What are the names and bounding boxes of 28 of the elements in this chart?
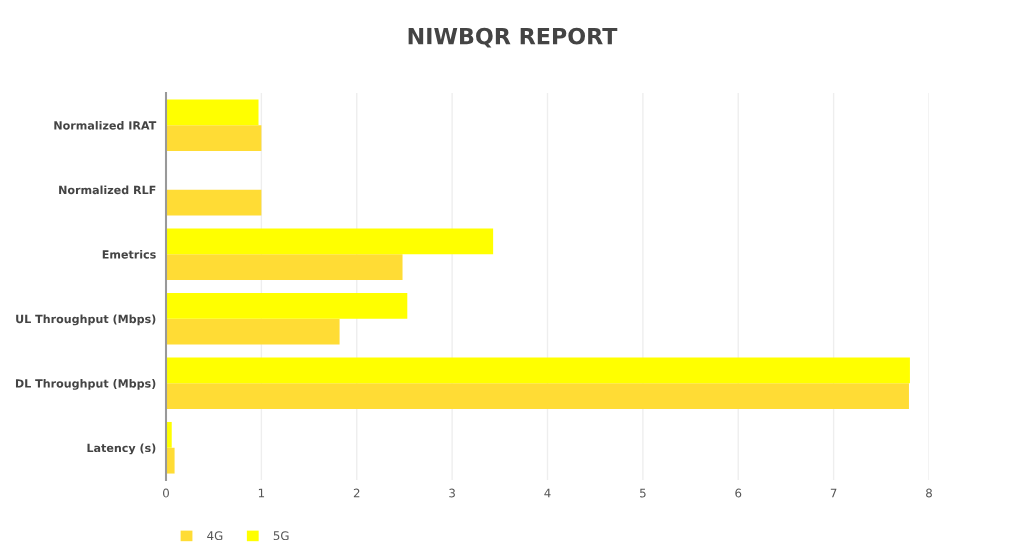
y-tick-label: Normalized RLF — [59, 185, 156, 195]
bar — [166, 254, 403, 281]
bar — [166, 292, 408, 319]
x-tick-label: 8 — [926, 488, 932, 498]
bar — [166, 447, 175, 474]
x-tick-label: 5 — [640, 488, 646, 498]
bar — [166, 125, 262, 152]
bar — [166, 383, 909, 410]
x-tick-label: 7 — [830, 488, 837, 498]
x-tick-label: 3 — [449, 488, 455, 498]
x-tick-label: 2 — [353, 488, 360, 498]
legend-label: 4G — [207, 531, 223, 541]
x-tick-label: 1 — [258, 488, 265, 498]
bar — [166, 357, 910, 384]
bar — [166, 228, 494, 255]
y-tick-label: DL Throughput (Mbps) — [15, 379, 156, 390]
legend-label: 5G — [273, 531, 289, 541]
chart-title: NIWBQR REPORT — [408, 27, 618, 48]
bar — [166, 99, 259, 126]
y-tick-label: Emetrics — [102, 250, 156, 259]
y-tick-label: Normalized IRAT — [54, 121, 157, 130]
bar — [166, 318, 340, 345]
x-tick-label: 4 — [544, 488, 551, 498]
x-tick-label: 6 — [735, 488, 742, 498]
y-tick-label: UL Throughput (Mbps) — [16, 314, 156, 326]
x-tick-label: 0 — [163, 488, 169, 498]
bar — [166, 189, 262, 216]
y-tick-label: Latency (s) — [87, 443, 156, 455]
